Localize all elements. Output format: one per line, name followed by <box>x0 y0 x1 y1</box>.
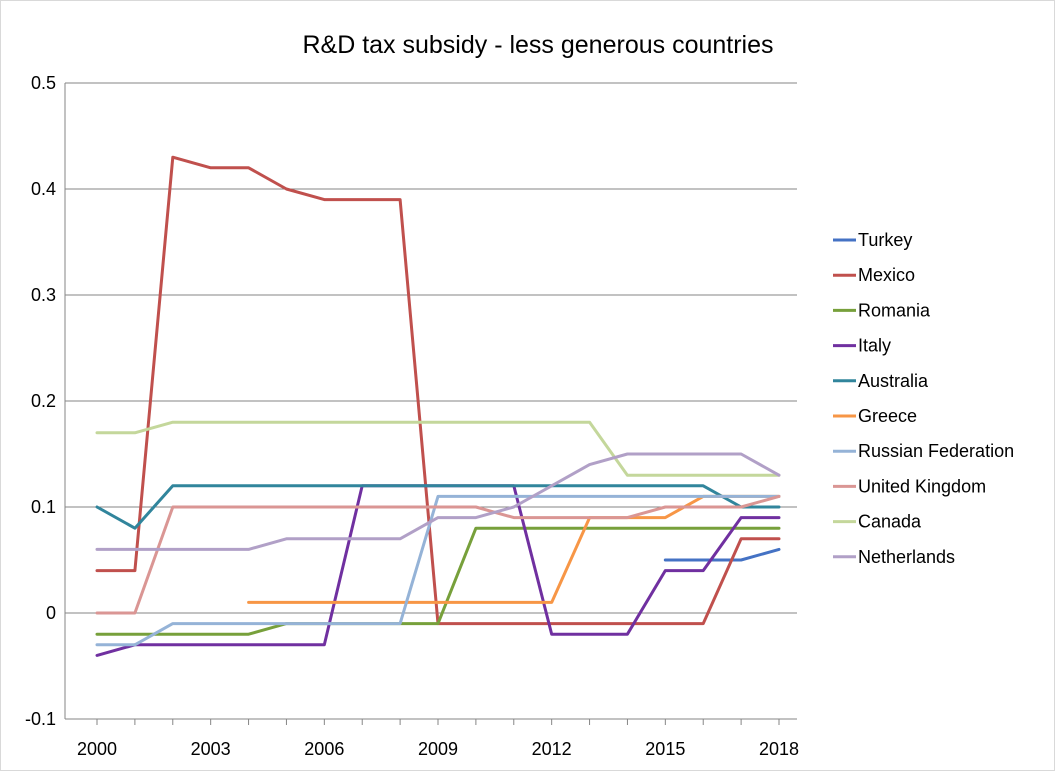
x-tick-label: 2003 <box>191 739 231 759</box>
legend: Turkey Mexico Romania Italy Australia Greece R… <box>833 230 1014 567</box>
series-line-canada <box>95 420 781 477</box>
x-tick-label: 2015 <box>645 739 685 759</box>
y-axis-tick-labels: -0.1 0 0.1 0.2 0.3 0.4 0.5 <box>25 73 56 729</box>
legend-label-canada: Canada <box>858 512 922 532</box>
series-line-greece <box>247 494 781 604</box>
legend-label-mexico: Mexico <box>858 265 915 285</box>
x-axis-tick-labels: 2000 2003 2006 2009 2012 2015 2018 <box>77 739 799 759</box>
series-lines <box>95 155 781 657</box>
x-tick-label: 2006 <box>304 739 344 759</box>
x-tick-label: 2018 <box>759 739 799 759</box>
series-line-netherlands <box>95 452 781 551</box>
chart-title: R&D tax subsidy - less generous countrie… <box>302 31 773 59</box>
series-line-united-kingdom <box>95 494 781 615</box>
legend-label-united-kingdom: United Kingdom <box>858 476 986 496</box>
legend-label-italy: Italy <box>858 336 891 356</box>
x-tick-label: 2009 <box>418 739 458 759</box>
y-tick-label: 0 <box>46 603 56 623</box>
y-tick-label: 0.3 <box>31 285 56 305</box>
axes <box>64 83 797 725</box>
series-line-romania <box>95 526 781 636</box>
series-line-mexico <box>95 155 781 626</box>
legend-label-australia: Australia <box>858 371 929 391</box>
x-tick-label: 2012 <box>532 739 572 759</box>
y-tick-label: -0.1 <box>25 709 56 729</box>
series-line-australia <box>95 484 781 530</box>
y-tick-label: 0.4 <box>31 179 56 199</box>
series-line-russian-federation <box>95 494 781 647</box>
legend-label-russian-federation: Russian Federation <box>858 441 1014 461</box>
legend-label-romania: Romania <box>858 300 931 320</box>
y-tick-label: 0.1 <box>31 497 56 517</box>
y-tick-label: 0.5 <box>31 73 56 93</box>
series-line-turkey <box>663 547 781 562</box>
legend-label-greece: Greece <box>858 406 917 426</box>
y-tick-label: 0.2 <box>31 391 56 411</box>
legend-label-turkey: Turkey <box>858 230 912 250</box>
x-tick-label: 2000 <box>77 739 117 759</box>
legend-label-netherlands: Netherlands <box>858 547 955 567</box>
